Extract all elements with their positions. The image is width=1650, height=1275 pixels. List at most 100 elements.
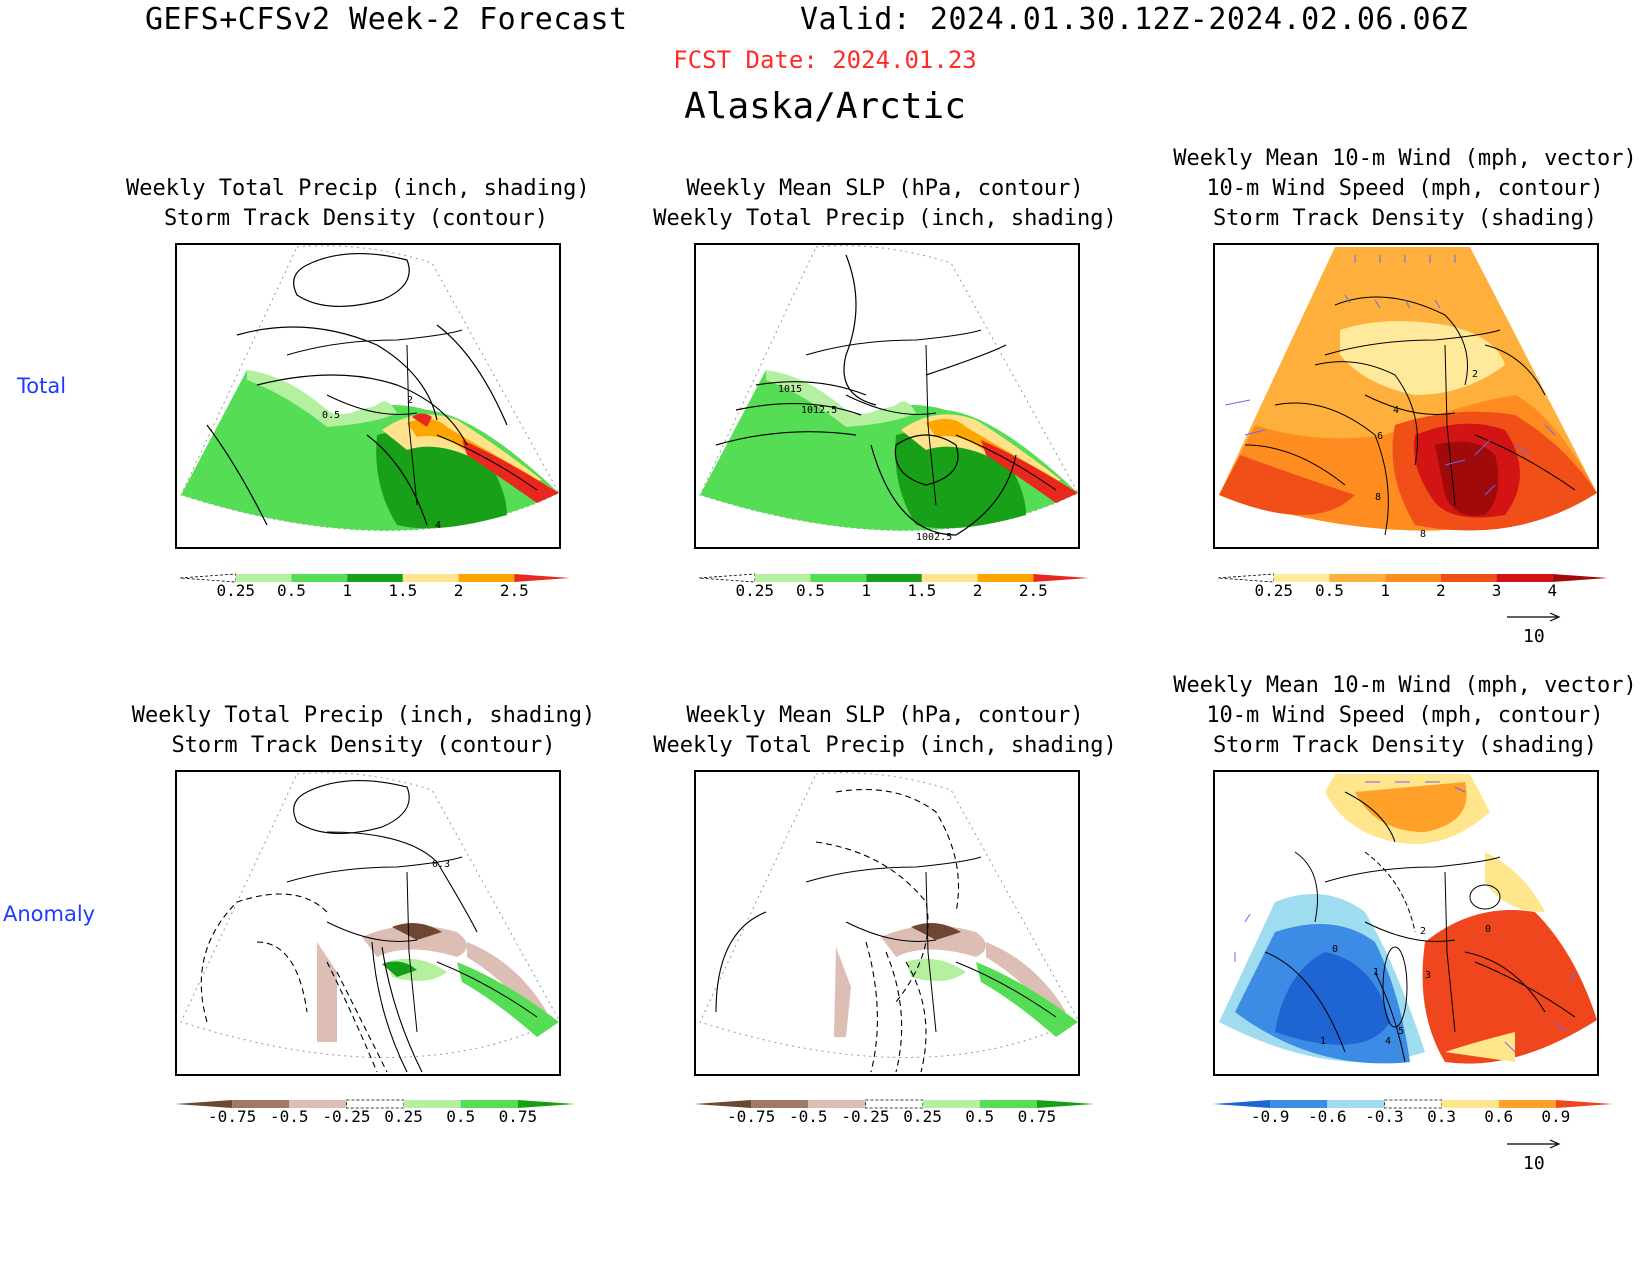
colorbar-tick-label: 0.5 [796,581,825,600]
speed-anom-contour [1382,946,1408,1028]
row-label-total: Total [17,374,67,398]
title-line: Storm Track Density (contour) [171,733,556,758]
track-anom-shading [1422,910,1597,1064]
precip-anom-shading [834,947,851,1037]
colorbar-tick-label: 0.25 [735,581,774,600]
contour-label: 0.3 [432,859,450,870]
valid-period: Valid: 2024.01.30.12Z-2024.02.06.06Z [800,2,1469,37]
title-anom-precip-track: Weekly Total Precip (inch, shading) Stor… [126,701,601,761]
colorbar-bin [1217,573,1275,583]
slp-anom-contour [905,961,927,1073]
colorbar-tick-label: 0.9 [1541,1107,1570,1126]
colorbar-tick-label: -0.5 [789,1107,828,1126]
slp-anom-contour [715,911,767,1013]
slp-contour [715,431,857,446]
vector-ref-label: 10 [1523,1153,1545,1174]
colorbar-bin [1384,1099,1442,1109]
colorbar-bin [1498,1100,1556,1108]
colorbar-tick-label: -0.25 [322,1107,370,1126]
track-shading [1219,455,1355,515]
track-anom-shading [1275,952,1390,1045]
colorbar-tick-label: 2.5 [500,581,529,600]
speed-anom-contour [1364,851,1416,933]
map-domain [699,772,1078,1058]
colorbar-tick-label: 0.5 [446,1107,475,1126]
coastline [1324,856,1576,1018]
contour-label: 2 [1420,926,1426,937]
colorbar-bin [751,1100,809,1108]
colorbar-bin [921,574,978,582]
colorbar-tick-label: 1.5 [388,581,417,600]
coastline [1444,344,1456,506]
colorbar-bin [979,1100,1037,1108]
colorbar-bin [460,1100,518,1108]
track-anom-contour [326,961,378,1073]
colorbar-tick-label: -0.75 [208,1107,256,1126]
track-contour [256,374,468,446]
speed-anom-contour [1294,851,1318,923]
colorbar-svg: 0.25 0.5 1 2 3 4 [1217,573,1608,600]
colorbar-tick-label: 0.25 [903,1107,942,1126]
speed-contour [1244,444,1346,486]
coastline [805,329,1057,491]
slp-contour [735,402,862,416]
precip-anom-shading [362,925,467,957]
precip-anom-shading [317,942,337,1042]
colorbar-bin [1270,1100,1328,1108]
vector-reference: 10 [1505,1135,1585,1175]
title-line: Weekly Total Precip (inch, shading) [131,703,596,728]
colorbar-bin [1552,574,1608,582]
title-line: Weekly Total Precip (inch, shading) [653,733,1117,758]
title-anom-wind-track: Weekly Mean 10-m Wind (mph, vector) 10-m… [1160,671,1650,761]
colorbar-bin [1036,1100,1094,1108]
colorbar-bin [1441,1100,1499,1108]
contour-label: 6 [1377,431,1383,442]
colorbar-bin [754,574,811,582]
slp-anom-contour [835,788,960,913]
colorbar-tick-label: 1 [861,581,871,600]
page-title: GEFS+CFSv2 Week-2 Forecast [145,2,628,37]
colorbar-bin [1273,574,1330,582]
slp-contour [894,434,959,486]
colorbar-bin [175,1100,233,1108]
precip-shading [247,370,397,427]
colorbar-tick-label: -0.6 [1308,1107,1347,1126]
precip-anom-shading [467,942,547,1012]
colorbar-tick-label: 3 [1492,581,1502,600]
colorbar-svg: -0.75 -0.5 -0.25 0.25 0.5 0.75 [175,1099,575,1126]
colorbar-tick-label: 0.6 [1484,1107,1513,1126]
track-contour [436,324,508,426]
colorbar-bin [1327,1100,1385,1108]
wind-vectors [1224,255,1556,496]
slp-contour [925,344,1007,376]
colorbar-tick-label: 4 [1547,581,1557,600]
colorbar-slp-precip-total: 0.25 0.5 1 1.5 2 2.5 [694,571,1094,605]
precip-shading [412,413,432,427]
contour-label: 3 [1425,970,1431,981]
colorbar-bin [517,1100,575,1108]
colorbar-bin [402,574,459,582]
region-title: Alaska/Arctic [684,86,966,127]
contour-label: 1 [1373,967,1379,978]
contour-label: 4 [1385,1036,1391,1047]
colorbar-tick-label: 2 [454,581,464,600]
map-total-precip-track: 0.5 2 4 [175,243,561,549]
colorbar-bin [865,1099,923,1109]
track-contour [206,424,268,526]
slp-contour [870,444,1017,536]
speed-contour [1274,402,1389,536]
slp-contour [755,381,867,396]
track-anom-contour [381,946,423,1073]
colorbar-svg: -0.75 -0.5 -0.25 0.25 0.5 0.75 [694,1099,1094,1126]
colorbar-bin [1440,574,1497,582]
contour-label: 0 [1332,944,1338,955]
precip-anom-shading [392,923,442,940]
colorbar-tick-label: 0.25 [216,581,255,600]
track-contour [366,434,428,526]
colorbar-bin [232,1100,290,1108]
track-anom-contour [200,893,328,1023]
colorbar-precip-anom: -0.75 -0.5 -0.25 0.25 0.5 0.75 [170,1097,580,1131]
row-label-anomaly: Anomaly [3,902,96,926]
slp-anom-contour [885,951,903,1073]
contour-label: 1012.5 [801,405,837,416]
